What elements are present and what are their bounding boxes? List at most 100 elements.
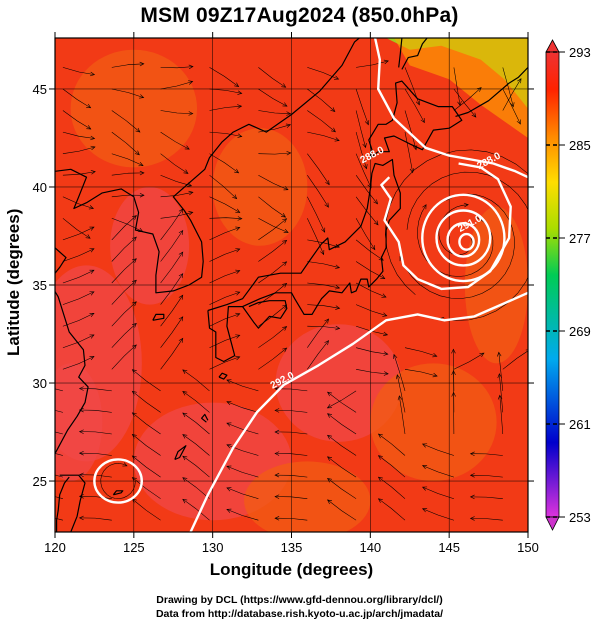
wind-arrowhead — [327, 434, 333, 440]
wind-streamline — [62, 226, 95, 241]
wind-streamline — [258, 67, 286, 88]
wind-arrowhead — [421, 508, 428, 513]
wind-arrowhead — [377, 476, 383, 482]
wind-arrowhead — [327, 391, 333, 397]
wind-arrowhead — [178, 251, 184, 257]
wind-arrowhead — [178, 337, 184, 343]
colorbar-scale — [545, 51, 560, 518]
wind-streamline — [79, 431, 112, 435]
y-axis-ticks: 25 30 35 40 45 — [33, 82, 534, 489]
wind-streamline — [327, 391, 357, 413]
wind-streamline — [132, 498, 161, 521]
wind-streamline — [209, 313, 240, 327]
wind-streamline — [307, 304, 340, 309]
wind-arrowhead — [378, 256, 384, 261]
credit-drawing: Drawing by DCL (https://www.gfd-dennou.o… — [156, 594, 443, 606]
wind-arrowhead — [334, 243, 340, 249]
wind-arrowhead — [321, 227, 326, 233]
colorbar-tick-label: 285 — [569, 138, 591, 153]
wind-arrowhead — [237, 104, 243, 109]
wind-arrowhead — [226, 487, 232, 492]
wind-arrowhead — [432, 372, 438, 378]
wind-streamline — [307, 318, 329, 348]
wind-streamline — [160, 66, 194, 69]
coastline — [174, 445, 187, 461]
wind-streamline — [404, 67, 420, 105]
wind-arrowhead — [274, 494, 280, 499]
colorbar-tick-label: 277 — [569, 231, 591, 246]
temperature-patch — [55, 363, 103, 482]
wind-streamline — [160, 110, 193, 114]
wind-streamline — [307, 110, 336, 133]
wind-arrowhead — [373, 199, 378, 205]
wind-arrowhead — [178, 208, 184, 214]
colorbar-max-arrow — [545, 39, 560, 53]
wind-streamline — [470, 496, 503, 499]
wind-arrowhead — [412, 145, 418, 151]
wind-streamline — [62, 269, 95, 284]
wind-streamline — [111, 218, 143, 232]
wind-arrowhead — [377, 498, 383, 503]
wind-streamline — [209, 291, 240, 305]
wind-streamline — [182, 434, 210, 456]
wind-arrowhead — [421, 443, 428, 448]
wind-arrowhead — [188, 211, 194, 216]
colorbar: 293 285 277 269 261 253 — [545, 39, 591, 531]
wind-streamline — [327, 456, 357, 478]
wind-streamline — [79, 517, 112, 521]
wind-arrowhead — [327, 456, 333, 461]
wind-streamline — [62, 171, 96, 176]
wind-arrowhead — [324, 340, 329, 346]
wind-streamline — [470, 453, 503, 456]
wind-arrowhead — [395, 374, 401, 380]
wind-streamline — [453, 349, 455, 391]
wind-streamline — [62, 88, 91, 109]
coastline — [55, 38, 360, 294]
wind-arrowhead — [237, 216, 243, 221]
wind-streamline — [275, 474, 308, 478]
wind-streamline — [62, 313, 95, 327]
wind-arrowhead — [131, 279, 137, 285]
coastline — [152, 313, 165, 321]
wind-arrowhead — [320, 250, 325, 256]
wind-streamline — [209, 105, 242, 111]
wind-streamline — [258, 218, 287, 241]
wind-arrowhead — [469, 473, 475, 478]
colorbar-ticks: 293 285 277 269 261 253 — [546, 45, 591, 525]
wind-arrowhead — [382, 331, 389, 337]
wind-arrowhead — [188, 64, 194, 70]
wind-arrowhead — [31, 423, 35, 427]
wind-streamline — [355, 196, 379, 226]
wind-arrowhead — [422, 204, 427, 210]
wind-streamline — [209, 88, 242, 94]
wind-arrowhead — [178, 229, 184, 236]
wind-arrowhead — [334, 75, 340, 80]
colorbar-tick-label: 253 — [569, 510, 591, 525]
wind-streamline — [226, 379, 259, 392]
wind-streamline — [62, 146, 96, 154]
coastline — [242, 300, 288, 329]
colorbar-tick-label: 269 — [569, 324, 591, 339]
wind-arrowhead — [232, 194, 238, 200]
wind-streamlines — [31, 59, 528, 521]
wind-streamline — [422, 486, 454, 499]
wind-arrowhead — [324, 202, 329, 208]
contour-292 — [189, 291, 528, 532]
wind-streamline — [385, 149, 528, 315]
wind-arrowhead — [324, 318, 329, 324]
wind-arrowhead — [135, 127, 141, 133]
wind-streamline — [111, 63, 144, 68]
wind-arrowhead — [281, 83, 287, 88]
wind-arrowhead — [226, 422, 232, 427]
wind-arrowhead — [183, 169, 189, 174]
y-tick-label: 25 — [33, 474, 47, 489]
wind-arrowhead — [90, 170, 96, 175]
wind-arrowhead — [131, 236, 137, 242]
wind-streamline — [258, 304, 287, 327]
wind-streamline — [55, 496, 63, 499]
wind-arrowhead — [282, 282, 288, 288]
wind-arrowhead — [131, 369, 137, 374]
wind-arrowhead — [362, 142, 367, 149]
wind-streamline — [307, 325, 340, 329]
